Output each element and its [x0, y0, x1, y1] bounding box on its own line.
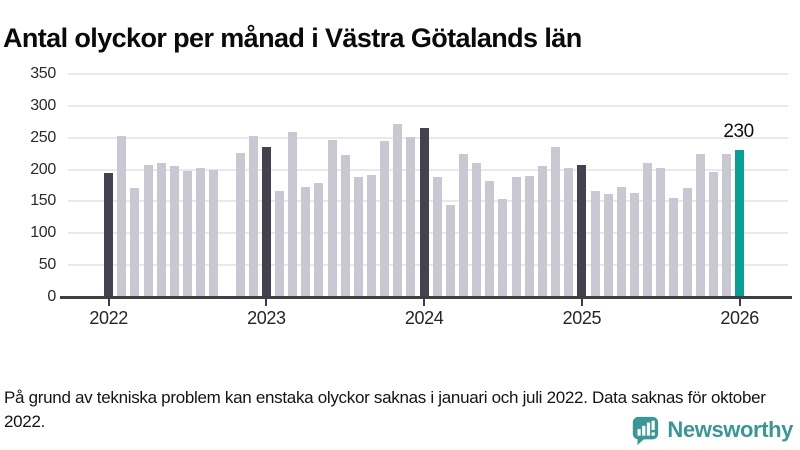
x-axis-label-2026: 2026 — [720, 308, 759, 328]
bar-2022-12 — [248, 136, 258, 298]
bar-2022-01 — [104, 172, 114, 298]
bar-2024-09 — [524, 175, 534, 298]
bar-2024-08 — [511, 177, 521, 298]
bar-2023-12 — [406, 137, 416, 298]
bar-2025-01 — [577, 165, 587, 298]
bar-2024-02 — [432, 177, 442, 298]
bar-2025-10 — [695, 153, 705, 298]
y-axis-label-250: 250 — [30, 128, 56, 146]
bar-2025-12 — [721, 153, 731, 298]
x-axis-label-2023: 2023 — [247, 308, 286, 328]
bar-2024-12 — [564, 167, 574, 298]
bar-2023-08 — [353, 176, 363, 298]
bar-2022-08 — [196, 167, 206, 298]
bar-2025-02 — [590, 190, 600, 298]
bar-2026-01 — [735, 150, 745, 298]
bar-2024-11 — [551, 146, 561, 298]
gridline-300 — [68, 104, 788, 107]
bar-2024-01 — [419, 127, 429, 298]
y-axis-label-350: 350 — [30, 65, 56, 82]
bar-chart: 0 50 100 150 200 250 300 350 2022 2023 2024 2025 202… — [30, 65, 792, 328]
bar-2024-07 — [498, 198, 508, 298]
bar-2025-06 — [643, 162, 653, 298]
chart-title: Antal olyckor per månad i Västra Götalan… — [3, 23, 582, 54]
bar-2023-02 — [274, 191, 284, 298]
x-axis-tick-2025 — [580, 299, 583, 306]
bar-2025-08 — [669, 198, 679, 298]
y-axis-label-100: 100 — [30, 224, 56, 242]
newsworthy-wordmark: Newsworthy — [667, 417, 793, 442]
bar-2024-06 — [485, 181, 495, 298]
bar-2022-02 — [117, 135, 127, 298]
bar-2023-01 — [261, 146, 271, 298]
bar-2023-03 — [288, 131, 298, 298]
gridline-350 — [68, 73, 788, 75]
x-axis-tick-2023 — [265, 299, 268, 306]
bar-2022-05 — [156, 162, 166, 298]
bar-2024-03 — [445, 205, 455, 298]
x-axis-tick-2026 — [738, 299, 741, 306]
footer-note: På grund av tekniska problem kan enstaka… — [4, 388, 766, 432]
bar-2022-07 — [182, 171, 192, 298]
bar-2023-07 — [340, 154, 350, 298]
bar-2023-05 — [314, 182, 324, 298]
x-axis-label-2024: 2024 — [404, 308, 444, 328]
bar-2025-05 — [629, 193, 639, 298]
bar-2022-03 — [130, 188, 140, 298]
bar-2023-09 — [367, 174, 377, 298]
bar-2023-04 — [301, 187, 311, 298]
newsworthy-logo: Newsworthy — [630, 414, 793, 446]
bar-2025-03 — [603, 193, 613, 298]
bar-2025-04 — [616, 187, 626, 298]
newsworthy-bubble-chart-icon — [633, 416, 659, 445]
bar-2023-10 — [380, 140, 390, 298]
x-axis-tick-2024 — [423, 299, 426, 306]
bar-2022-09 — [209, 170, 219, 298]
x-axis-label-2022: 2022 — [89, 308, 128, 328]
bar-2022-06 — [169, 165, 179, 298]
bar-2025-11 — [708, 172, 718, 298]
y-axis-label-0: 0 — [47, 288, 56, 305]
x-axis-label-2025: 2025 — [562, 308, 602, 328]
x-axis-line — [60, 296, 792, 299]
bar-2022-04 — [143, 165, 153, 298]
y-axis-label-300: 300 — [30, 96, 56, 114]
bar-2023-06 — [327, 140, 337, 298]
bar-2024-10 — [537, 165, 547, 298]
latest-value-label: 230 — [723, 121, 754, 143]
bar-2025-09 — [682, 188, 692, 298]
bar-2022-11 — [235, 153, 245, 298]
x-axis-tick-2022 — [107, 299, 110, 306]
y-axis-label-200: 200 — [30, 160, 56, 178]
y-axis-label-50: 50 — [38, 256, 57, 274]
y-axis-label-150: 150 — [30, 192, 56, 210]
bar-2025-07 — [656, 168, 666, 298]
bar-2023-11 — [393, 124, 403, 298]
bar-2024-04 — [459, 154, 469, 298]
bar-2024-05 — [472, 163, 482, 298]
